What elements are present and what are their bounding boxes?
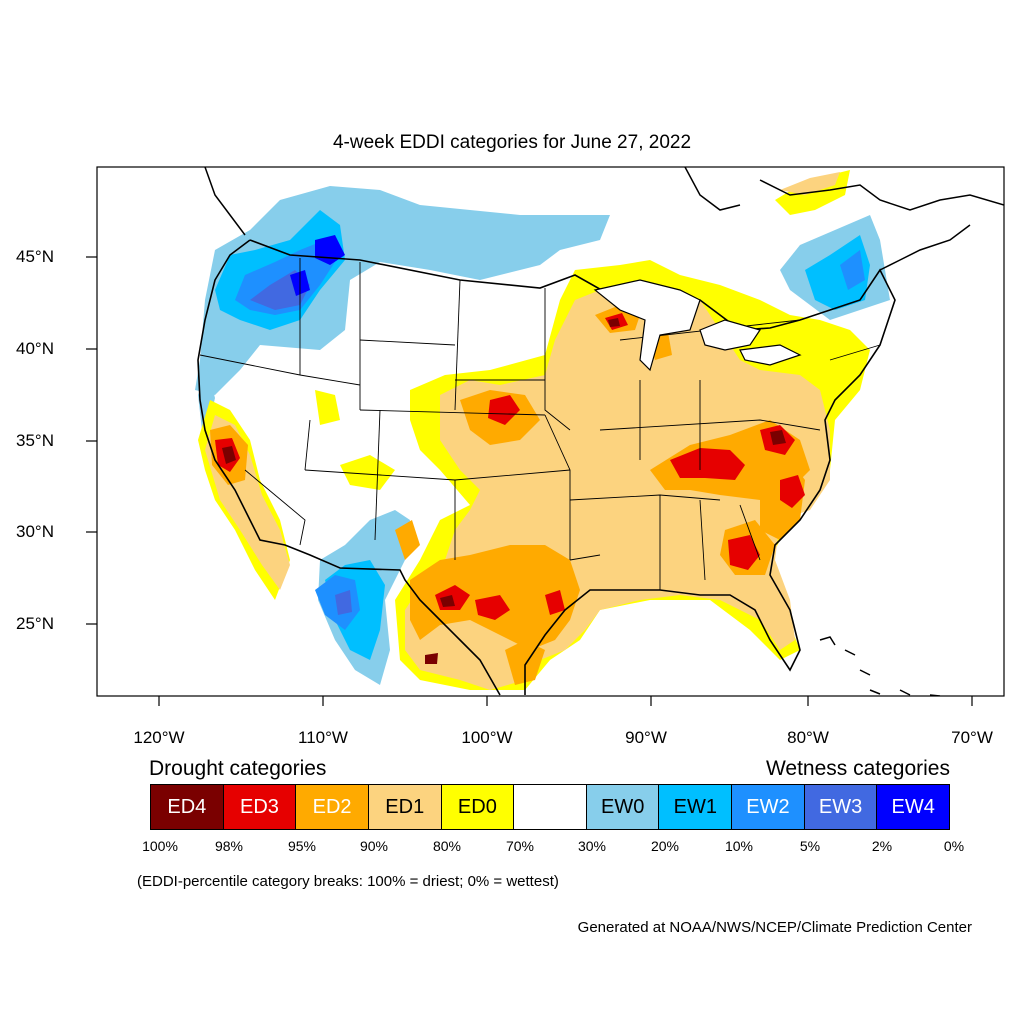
legend-box-ew2: EW2 xyxy=(732,785,805,829)
drought-heading: Drought categories xyxy=(149,757,327,780)
ed3-region-tennessee xyxy=(670,448,745,480)
legend-tick-70: 70% xyxy=(505,838,535,854)
ed4-region-virginia xyxy=(770,430,786,445)
lon-ticks xyxy=(158,696,973,706)
legend-box-neutral xyxy=(514,785,587,829)
legend-box-ew4: EW4 xyxy=(877,785,950,829)
lon-label-100w: 100°W xyxy=(461,728,513,747)
legend-box-ew0: EW0 xyxy=(586,785,660,829)
lat-label-40n: 40°N xyxy=(16,339,54,358)
canada-coast xyxy=(204,167,1004,271)
ed0-region-colorado xyxy=(340,455,395,490)
lon-label-90w: 90°W xyxy=(625,728,667,747)
legend-box-ed1: ED1 xyxy=(368,785,442,829)
lat-ticks xyxy=(86,256,97,625)
wetness-heading: Wetness categories xyxy=(765,757,950,780)
legend-tick-80: 80% xyxy=(432,838,462,854)
legend-box-ew3: EW3 xyxy=(804,785,878,829)
ed4-region-texas-2 xyxy=(425,653,438,664)
legend-tick-95: 95% xyxy=(287,838,317,854)
map-title: 4-week EDDI categories for June 27, 2022 xyxy=(332,132,692,153)
legend-box-ed4: ED4 xyxy=(151,785,224,829)
ew2-region-northeast xyxy=(840,250,865,290)
ed0-region-nevada xyxy=(315,390,340,425)
ed3-region-carolina xyxy=(780,475,805,508)
legend-tick-10: 10% xyxy=(724,838,754,854)
great-lakes xyxy=(593,279,802,372)
lon-label-80w: 80°W xyxy=(787,728,829,747)
legend-tick-90: 90% xyxy=(359,838,389,854)
ew3-region-southwest xyxy=(335,590,352,615)
ew1-region-northeast xyxy=(805,235,870,310)
map-frame xyxy=(96,166,1005,697)
lat-label-45n: 45°N xyxy=(16,247,54,266)
legend-box-ed2: ED2 xyxy=(296,785,369,829)
legend-tick-100: 100% xyxy=(142,838,178,854)
lon-label-110w: 110°W xyxy=(298,728,348,747)
ed3-region-georgia xyxy=(728,535,760,570)
legend-tick-30: 30% xyxy=(577,838,607,854)
ed4-region-wisconsin xyxy=(608,318,620,327)
ed2-region-new-mexico xyxy=(395,520,420,560)
lon-label-120w: 120°W xyxy=(133,728,185,747)
legend-box-ew1: EW1 xyxy=(659,785,733,829)
lat-label-30n: 30°N xyxy=(16,522,54,541)
ed4-region-california xyxy=(222,446,236,464)
legend-bar: ED4 ED3 ED2 ED1 ED0 EW0 EW1 EW2 EW3 EW4 xyxy=(150,784,950,830)
legend-tick-0: 0% xyxy=(943,838,965,854)
legend-tick-98: 98% xyxy=(214,838,244,854)
ed1-region-maine-top xyxy=(780,172,840,195)
legend-box-ed3: ED3 xyxy=(223,785,297,829)
islands xyxy=(819,636,941,696)
category-note: (EDDI-percentile category breaks: 100% =… xyxy=(137,873,559,890)
ed3-region-kansas xyxy=(488,395,520,425)
legend-tick-20: 20% xyxy=(650,838,680,854)
lat-label-25n: 25°N xyxy=(16,614,54,633)
ed4-region-texas xyxy=(440,595,455,607)
lon-label-70w: 70°W xyxy=(951,728,993,747)
credit-line: Generated at NOAA/NWS/NCEP/Climate Predi… xyxy=(577,919,972,936)
legend-tick-5: 5% xyxy=(799,838,821,854)
state-borders xyxy=(199,258,881,590)
lat-label-35n: 35°N xyxy=(16,431,54,450)
legend-tick-2: 2% xyxy=(871,838,893,854)
legend-box-ed0: ED0 xyxy=(441,785,515,829)
ed3-region-texas-2 xyxy=(475,595,510,620)
ed3-region-texas-3 xyxy=(545,590,565,615)
